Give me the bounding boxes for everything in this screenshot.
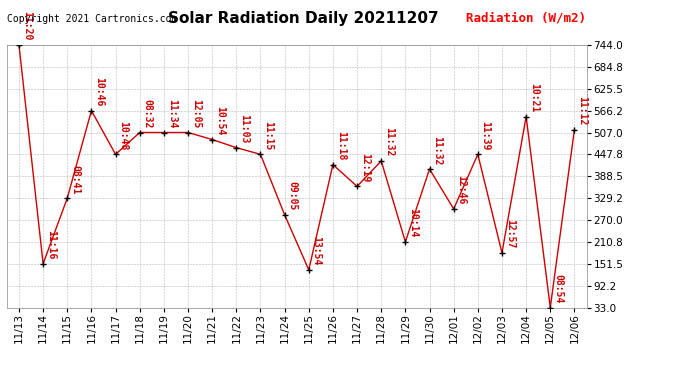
Text: 11:15: 11:15 — [264, 121, 273, 150]
Point — [37, 261, 48, 267]
Text: 08:54: 08:54 — [553, 274, 563, 303]
Point — [545, 304, 556, 310]
Text: 10:54: 10:54 — [215, 106, 225, 135]
Text: 08:32: 08:32 — [143, 99, 152, 128]
Point — [375, 158, 386, 164]
Text: 11:34: 11:34 — [167, 99, 177, 128]
Point — [14, 42, 25, 48]
Text: Copyright 2021 Cartronics.com: Copyright 2021 Cartronics.com — [7, 14, 177, 24]
Text: 11:03: 11:03 — [239, 114, 249, 144]
Text: 11:12: 11:12 — [578, 96, 587, 125]
Point — [448, 206, 460, 212]
Text: 11:20: 11:20 — [22, 12, 32, 41]
Text: 11:32: 11:32 — [433, 135, 442, 165]
Text: 11:16: 11:16 — [46, 230, 56, 260]
Text: 09:05: 09:05 — [288, 181, 297, 211]
Point — [62, 195, 73, 201]
Text: 12:46: 12:46 — [457, 176, 466, 205]
Point — [230, 145, 241, 151]
Text: Radiation (W/m2): Radiation (W/m2) — [466, 11, 586, 24]
Text: 11:39: 11:39 — [481, 121, 491, 150]
Point — [400, 239, 411, 245]
Text: 10:21: 10:21 — [529, 83, 539, 112]
Point — [351, 183, 363, 189]
Point — [86, 108, 97, 114]
Point — [279, 212, 290, 218]
Point — [569, 126, 580, 132]
Point — [255, 152, 266, 157]
Point — [134, 129, 145, 135]
Point — [328, 162, 339, 168]
Text: 10:48: 10:48 — [119, 121, 128, 150]
Point — [520, 114, 531, 120]
Point — [472, 152, 483, 157]
Text: Solar Radiation Daily 20211207: Solar Radiation Daily 20211207 — [168, 11, 439, 26]
Text: 10:46: 10:46 — [95, 77, 104, 106]
Text: 12:57: 12:57 — [505, 219, 515, 249]
Point — [207, 136, 218, 142]
Point — [303, 267, 314, 273]
Text: 13:54: 13:54 — [312, 236, 322, 266]
Text: 10:14: 10:14 — [408, 209, 418, 238]
Text: 11:32: 11:32 — [384, 128, 394, 157]
Point — [497, 250, 508, 256]
Point — [110, 152, 121, 157]
Point — [182, 129, 193, 135]
Point — [424, 166, 435, 172]
Text: 12:05: 12:05 — [191, 99, 201, 128]
Text: 11:18: 11:18 — [336, 131, 346, 160]
Text: 08:41: 08:41 — [70, 165, 80, 194]
Point — [158, 129, 169, 135]
Text: 12:19: 12:19 — [360, 153, 370, 182]
